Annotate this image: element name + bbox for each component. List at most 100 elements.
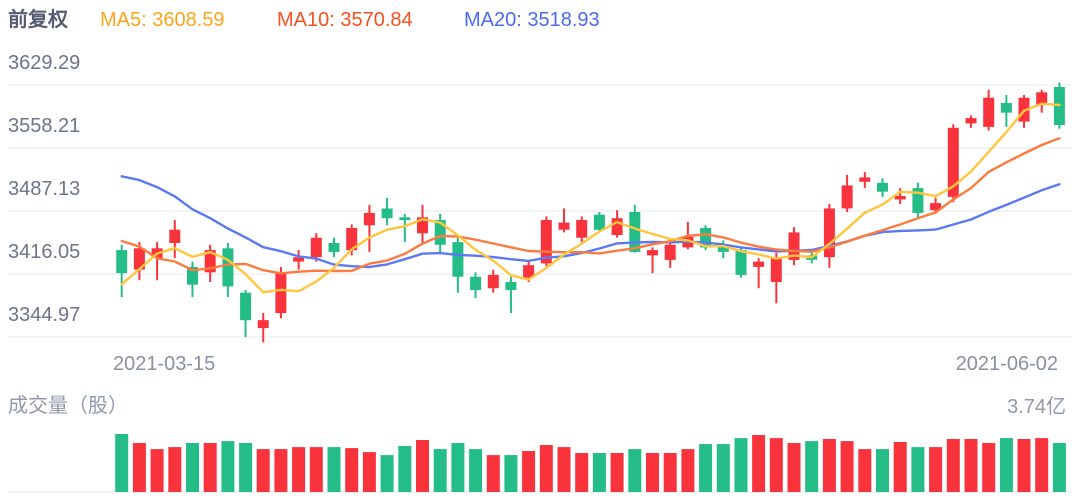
volume-bar[interactable] <box>999 438 1013 492</box>
volume-bar[interactable] <box>716 444 730 492</box>
volume-bar[interactable] <box>469 449 483 492</box>
volume-bar[interactable] <box>575 453 589 492</box>
candle-body[interactable] <box>187 267 198 285</box>
volume-bar[interactable] <box>911 447 925 492</box>
volume-bar[interactable] <box>203 443 217 492</box>
volume-bar[interactable] <box>539 445 553 492</box>
volume-bar[interactable] <box>1017 439 1031 492</box>
candle-body[interactable] <box>593 214 605 230</box>
candle-body[interactable] <box>965 118 977 124</box>
volume-bar[interactable] <box>929 447 943 492</box>
candle-body[interactable] <box>257 320 269 329</box>
volume-bar[interactable] <box>769 438 783 492</box>
candle-body[interactable] <box>611 218 623 235</box>
volume-bar[interactable] <box>752 435 766 492</box>
volume-bar[interactable] <box>150 449 164 492</box>
volume-bar[interactable] <box>787 443 801 492</box>
candle-body[interactable] <box>947 127 959 197</box>
candle-body[interactable] <box>133 248 145 270</box>
volume-bar[interactable] <box>433 449 447 492</box>
volume-bar[interactable] <box>132 443 146 492</box>
candle-body[interactable] <box>240 292 252 321</box>
volume-bar[interactable] <box>663 453 677 492</box>
candle-body[interactable] <box>770 257 782 282</box>
volume-bar[interactable] <box>292 447 306 492</box>
volume-bar[interactable] <box>504 455 518 492</box>
candle-body[interactable] <box>859 177 871 182</box>
candle-body[interactable] <box>275 272 287 314</box>
candle-body[interactable] <box>346 228 358 251</box>
candle-body[interactable] <box>293 257 305 262</box>
volume-bar[interactable] <box>345 448 359 492</box>
volume-bar[interactable] <box>522 451 536 492</box>
candle-body[interactable] <box>930 203 942 211</box>
volume-bar[interactable] <box>876 449 889 492</box>
volume-bar[interactable] <box>699 444 713 492</box>
candle-body[interactable] <box>417 217 428 234</box>
adjust-mode-label[interactable]: 前复权 <box>8 9 68 31</box>
volume-bar[interactable] <box>451 443 465 492</box>
volume-bar[interactable] <box>557 447 571 492</box>
volume-bar[interactable] <box>380 455 394 492</box>
volume-bar[interactable] <box>115 434 129 492</box>
volume-bar[interactable] <box>982 443 996 492</box>
candle-body[interactable] <box>664 244 676 260</box>
volume-bar[interactable] <box>893 442 907 492</box>
candle-body[interactable] <box>169 229 181 243</box>
candle-body[interactable] <box>735 250 747 275</box>
candle-body[interactable] <box>877 182 888 192</box>
volume-bar[interactable] <box>398 446 412 492</box>
volume-bar[interactable] <box>221 441 235 492</box>
volume-bar[interactable] <box>822 439 836 492</box>
candle-body[interactable] <box>116 250 128 274</box>
candle-body[interactable] <box>470 276 482 290</box>
volume-bar[interactable] <box>858 449 872 492</box>
candle-body[interactable] <box>647 250 658 256</box>
candle-body[interactable] <box>788 232 800 260</box>
candle-body[interactable] <box>894 196 906 200</box>
candle-body[interactable] <box>399 217 411 220</box>
volume-bar[interactable] <box>239 443 253 492</box>
volume-bar[interactable] <box>416 440 429 492</box>
volume-bar[interactable] <box>964 439 978 492</box>
candle-body[interactable] <box>328 243 340 252</box>
candle-body[interactable] <box>1036 92 1048 105</box>
volume-bar[interactable] <box>1035 438 1049 492</box>
candle-body[interactable] <box>753 261 765 267</box>
candle-body[interactable] <box>558 222 570 230</box>
volume-bar[interactable] <box>274 449 288 492</box>
candle-body[interactable] <box>912 188 924 213</box>
volume-bar[interactable] <box>610 453 624 492</box>
candle-body[interactable] <box>381 208 393 219</box>
volume-bar[interactable] <box>1052 443 1066 492</box>
volume-bar[interactable] <box>805 441 819 492</box>
candle-body[interactable] <box>487 274 499 289</box>
volume-bar[interactable] <box>681 449 695 492</box>
candle-body[interactable] <box>452 242 464 277</box>
candle-body[interactable] <box>717 246 729 252</box>
candle-body[interactable] <box>204 250 216 273</box>
candle-body[interactable] <box>540 220 552 264</box>
candle-body[interactable] <box>222 248 234 287</box>
candle-body[interactable] <box>823 208 835 258</box>
volume-bar[interactable] <box>309 447 323 492</box>
volume-bar[interactable] <box>486 455 500 492</box>
candle-body[interactable] <box>523 265 535 278</box>
volume-bar[interactable] <box>592 453 606 492</box>
candle-body[interactable] <box>576 220 588 238</box>
candle-body[interactable] <box>310 237 322 258</box>
volume-bar[interactable] <box>646 453 659 492</box>
candle-body[interactable] <box>505 282 517 290</box>
candle-body[interactable] <box>629 212 641 252</box>
volume-bar[interactable] <box>946 439 960 492</box>
candle-body[interactable] <box>1000 103 1012 113</box>
candle-body[interactable] <box>841 185 853 209</box>
volume-bar[interactable] <box>628 449 642 492</box>
volume-bar[interactable] <box>362 452 376 492</box>
candle-body[interactable] <box>434 220 446 245</box>
volume-bar[interactable] <box>734 438 748 492</box>
volume-bar[interactable] <box>168 447 182 492</box>
volume-bar[interactable] <box>840 441 854 492</box>
candle-body[interactable] <box>700 228 712 248</box>
